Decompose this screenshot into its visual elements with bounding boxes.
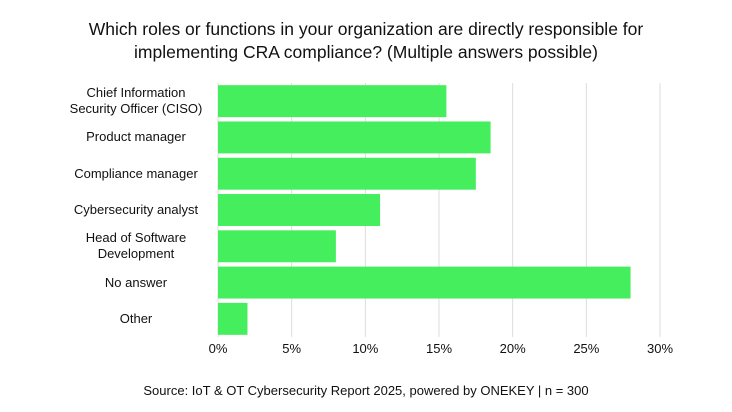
x-tick-label: 20% xyxy=(499,341,526,356)
bar xyxy=(218,230,336,263)
y-tick-label: Chief Information Security Officer (CISO… xyxy=(69,85,203,117)
source-note: Source: IoT & OT Cybersecurity Report 20… xyxy=(143,383,589,398)
bar xyxy=(218,157,476,190)
x-tick-label: 30% xyxy=(646,341,674,356)
x-tick-label: 25% xyxy=(573,341,600,356)
x-tick-label: 10% xyxy=(352,341,379,356)
y-tick-label: Product manager xyxy=(86,129,186,145)
y-tick-label: Head of Software Development xyxy=(85,230,187,262)
bar xyxy=(218,194,381,226)
x-tick-label: 15% xyxy=(425,341,453,356)
bar xyxy=(218,302,248,335)
bar xyxy=(218,266,631,299)
y-tick-label: Cybersecurity analyst xyxy=(73,202,199,217)
bar xyxy=(218,121,491,154)
chart-title: Which roles or functions in your organiz… xyxy=(88,19,644,62)
y-tick-label: Other xyxy=(119,310,153,326)
bar xyxy=(218,85,447,118)
y-tick-label: No answer xyxy=(104,274,168,290)
x-tick-label: 0% xyxy=(208,341,228,356)
y-tick-label: Compliance manager xyxy=(74,165,198,181)
x-tick-label: 5% xyxy=(282,341,302,356)
